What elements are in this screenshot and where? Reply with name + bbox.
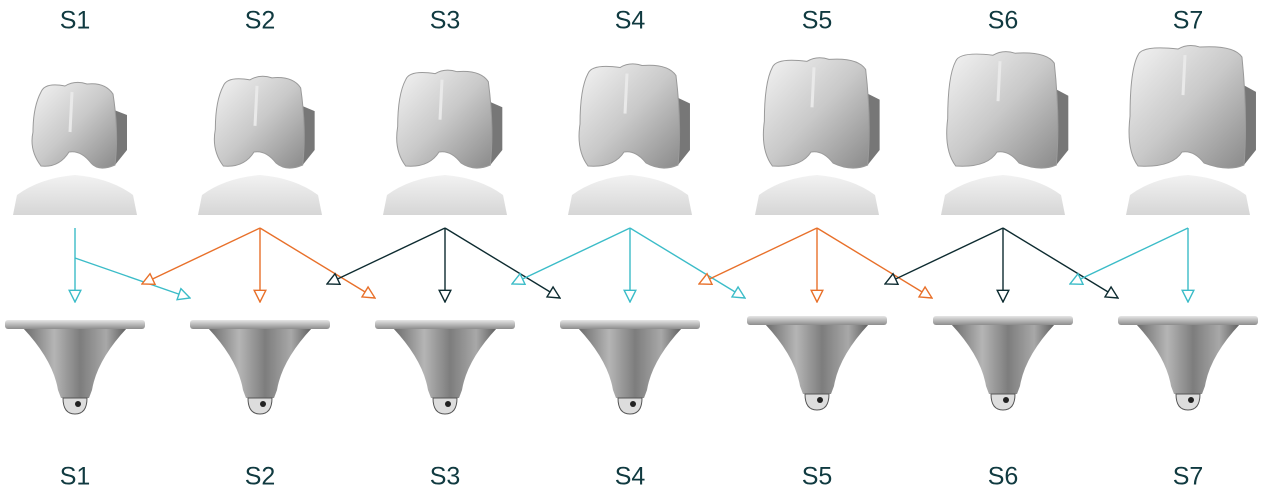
femoral-base [13, 175, 137, 215]
tibial-cone [951, 324, 1055, 394]
femoral-component [213, 75, 305, 169]
arrow [444, 227, 560, 298]
top-label: S4 [615, 7, 646, 35]
arrow [629, 227, 745, 298]
arrow [1070, 227, 1189, 284]
tibial-hole [1188, 397, 1194, 403]
femoral-base [1126, 175, 1250, 215]
top-label: S6 [988, 7, 1019, 35]
arrow [885, 227, 1004, 284]
implants [5, 44, 1258, 415]
tibial-hole [1003, 397, 1009, 403]
bottom-label: S3 [430, 463, 461, 491]
tibial-hole [817, 397, 823, 403]
femoral-component [396, 69, 493, 169]
arrow [699, 227, 818, 284]
femoral-base [198, 175, 322, 215]
tibial-cone [208, 328, 312, 398]
arrows [74, 227, 1189, 302]
arrow [259, 227, 375, 298]
bottom-label: S6 [988, 463, 1019, 491]
tibial-cone [393, 328, 497, 398]
femoral-base [941, 175, 1065, 215]
femoral-base [568, 175, 692, 215]
femoral-component [31, 81, 118, 169]
top-label: S3 [430, 7, 461, 35]
bottom-label: S4 [615, 463, 646, 491]
femoral-groove [810, 67, 816, 108]
femoral-groove [623, 73, 629, 114]
femoral-component [946, 51, 1059, 169]
top-label: S5 [802, 7, 833, 35]
tibial-stem [432, 397, 458, 415]
femoral-component [1128, 44, 1247, 169]
femoral-groove [253, 85, 259, 126]
top-label: S7 [1173, 7, 1204, 35]
femoral-component [762, 57, 870, 169]
bottom-label: S1 [60, 463, 91, 491]
femoral-groove [996, 61, 1002, 102]
tibial-hole [260, 401, 266, 407]
femoral-base [755, 175, 879, 215]
top-label: S1 [60, 7, 91, 35]
femoral-base [383, 175, 507, 215]
tibial-hole [630, 401, 636, 407]
tibial-plate [747, 316, 887, 325]
bottom-label: S2 [245, 463, 276, 491]
tibial-hole [445, 401, 451, 407]
tibial-cone [1136, 324, 1240, 394]
arrow [327, 227, 446, 284]
tibial-stem [804, 393, 830, 411]
tibial-plate [190, 320, 330, 329]
bottom-label: S5 [802, 463, 833, 491]
arrow [816, 227, 932, 298]
labels: S1 S2 S3 S4 S5 S6 S7 S1 S2 S3 S4 S5 S6 S7 [60, 7, 1204, 491]
tibial-plate [933, 316, 1073, 325]
bottom-label: S7 [1173, 463, 1204, 491]
tibial-stem [247, 397, 273, 415]
femoral-groove [1181, 54, 1187, 96]
tibial-stem [62, 397, 88, 415]
tibial-plate [560, 320, 700, 329]
femoral-component [578, 63, 681, 169]
arrow [1002, 227, 1118, 298]
tibial-plate [1118, 316, 1258, 325]
femoral-groove [68, 91, 74, 133]
tibial-hole [75, 401, 81, 407]
tibial-stem [1175, 393, 1201, 411]
tibial-cone [23, 328, 127, 398]
arrow [512, 227, 631, 284]
tibial-stem [990, 393, 1016, 411]
tibial-cone [765, 324, 869, 394]
arrow [74, 257, 190, 298]
femoral-groove [438, 79, 444, 120]
arrow [142, 227, 261, 284]
tibial-stem [617, 397, 643, 415]
tibial-cone [578, 328, 682, 398]
tibial-plate [375, 320, 515, 329]
tibial-plate [5, 320, 145, 329]
top-label: S2 [245, 7, 276, 35]
